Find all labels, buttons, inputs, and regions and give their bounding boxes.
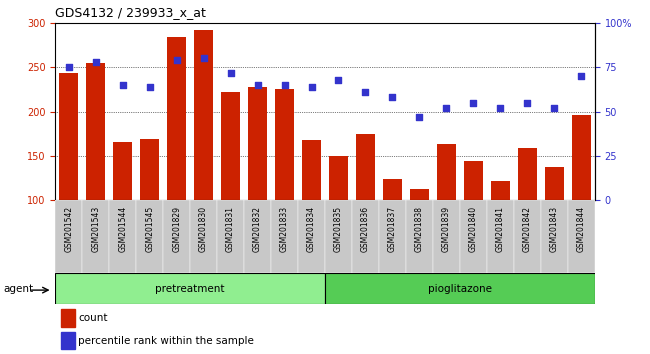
Point xyxy=(144,84,155,90)
Text: GSM201833: GSM201833 xyxy=(280,206,289,252)
Bar xyxy=(298,200,325,273)
Bar xyxy=(329,156,348,200)
Bar xyxy=(487,200,514,273)
Text: GSM201835: GSM201835 xyxy=(334,206,343,252)
Text: GSM201544: GSM201544 xyxy=(118,206,127,252)
Text: GSM201839: GSM201839 xyxy=(442,206,451,252)
Bar xyxy=(271,200,298,273)
Bar xyxy=(491,181,510,200)
Text: GSM201840: GSM201840 xyxy=(469,206,478,252)
Bar xyxy=(325,200,352,273)
Bar xyxy=(221,92,240,200)
Text: GSM201843: GSM201843 xyxy=(550,206,559,252)
Point xyxy=(280,82,290,88)
Point xyxy=(64,64,74,70)
Point xyxy=(441,105,452,111)
Point xyxy=(198,56,209,61)
Point xyxy=(90,59,101,65)
Bar xyxy=(545,167,564,200)
Text: GDS4132 / 239933_x_at: GDS4132 / 239933_x_at xyxy=(55,6,206,19)
Text: percentile rank within the sample: percentile rank within the sample xyxy=(79,336,254,346)
Bar xyxy=(163,200,190,273)
Text: count: count xyxy=(79,313,108,323)
Text: GSM201542: GSM201542 xyxy=(64,206,73,252)
Bar xyxy=(55,200,83,273)
Text: GSM201831: GSM201831 xyxy=(226,206,235,252)
Point xyxy=(360,89,370,95)
Bar xyxy=(356,133,375,200)
Bar xyxy=(217,200,244,273)
Bar xyxy=(410,189,429,200)
Bar xyxy=(518,148,537,200)
Text: GSM201829: GSM201829 xyxy=(172,206,181,252)
Text: agent: agent xyxy=(3,284,33,293)
Bar xyxy=(437,144,456,200)
Bar xyxy=(406,200,433,273)
Point xyxy=(495,105,506,111)
Point xyxy=(468,100,478,105)
Bar xyxy=(140,139,159,200)
Point xyxy=(414,114,424,120)
Text: GSM201836: GSM201836 xyxy=(361,206,370,252)
Bar xyxy=(82,200,109,273)
Text: GSM201841: GSM201841 xyxy=(496,206,505,252)
Point xyxy=(252,82,263,88)
Bar xyxy=(167,37,186,200)
Bar xyxy=(464,161,483,200)
Bar xyxy=(541,200,568,273)
Text: GSM201842: GSM201842 xyxy=(523,206,532,252)
Bar xyxy=(275,89,294,200)
Bar xyxy=(302,140,321,200)
Bar xyxy=(109,200,136,273)
Bar xyxy=(244,200,271,273)
Bar xyxy=(379,200,406,273)
Bar xyxy=(86,63,105,200)
Point xyxy=(522,100,532,105)
Text: GSM201543: GSM201543 xyxy=(91,206,100,252)
Bar xyxy=(325,273,595,304)
Bar xyxy=(190,200,217,273)
Text: GSM201837: GSM201837 xyxy=(388,206,397,252)
Bar xyxy=(136,200,163,273)
Point xyxy=(118,82,128,88)
Point xyxy=(333,77,344,82)
Text: GSM201844: GSM201844 xyxy=(577,206,586,252)
Bar xyxy=(572,115,591,200)
Text: GSM201832: GSM201832 xyxy=(253,206,262,252)
Point xyxy=(226,70,236,75)
Bar xyxy=(60,309,75,327)
Bar xyxy=(352,200,379,273)
Bar xyxy=(383,179,402,200)
Text: GSM201830: GSM201830 xyxy=(199,206,208,252)
Point xyxy=(172,57,182,63)
Bar xyxy=(433,200,460,273)
Bar xyxy=(55,273,325,304)
Bar xyxy=(60,332,75,349)
Point xyxy=(549,105,560,111)
Text: pioglitazone: pioglitazone xyxy=(428,284,492,293)
Bar xyxy=(113,142,132,200)
Point xyxy=(576,73,586,79)
Bar xyxy=(514,200,541,273)
Bar xyxy=(59,73,78,200)
Text: GSM201545: GSM201545 xyxy=(145,206,154,252)
Bar xyxy=(568,200,595,273)
Bar xyxy=(194,30,213,200)
Bar xyxy=(248,87,267,200)
Text: GSM201838: GSM201838 xyxy=(415,206,424,252)
Bar xyxy=(460,200,487,273)
Text: GSM201834: GSM201834 xyxy=(307,206,316,252)
Text: pretreatment: pretreatment xyxy=(155,284,225,293)
Point xyxy=(306,84,317,90)
Point xyxy=(387,95,398,100)
